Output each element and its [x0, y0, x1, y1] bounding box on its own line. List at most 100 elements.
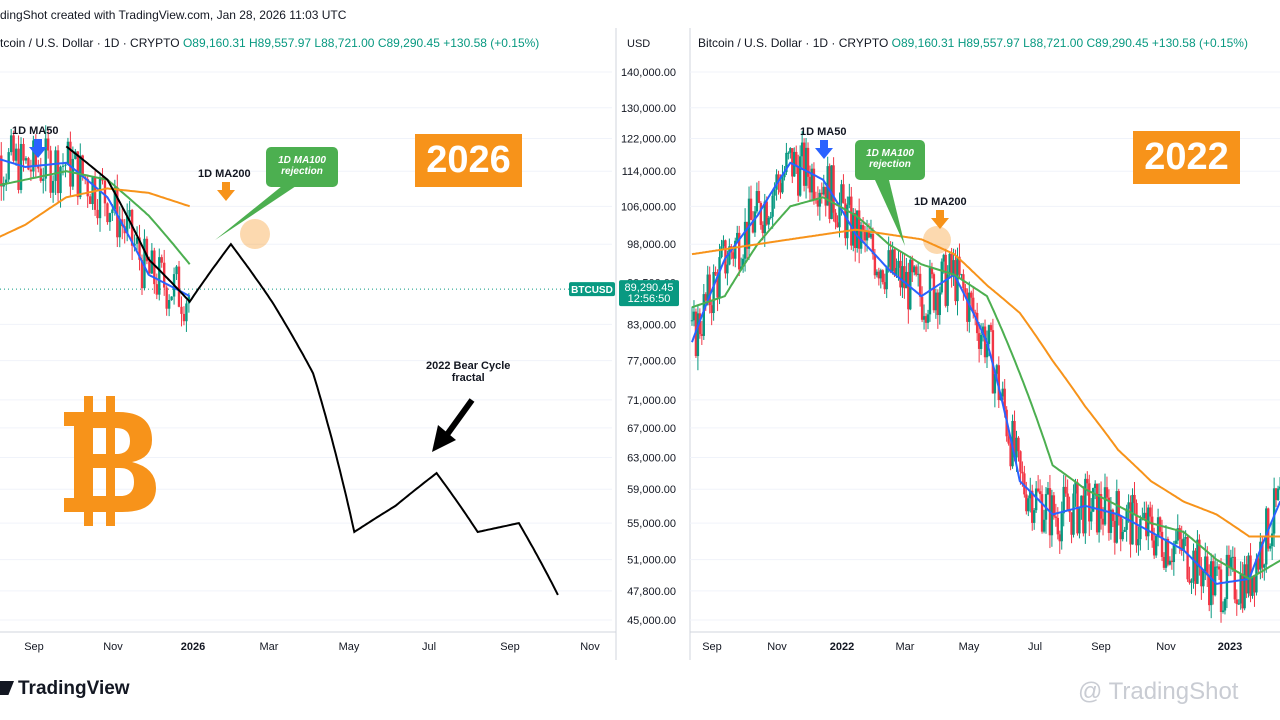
candle-body — [153, 250, 156, 285]
candle-body — [765, 201, 768, 225]
right-time-tick: May — [959, 641, 980, 653]
candle-body — [897, 260, 900, 268]
candle-body — [160, 257, 163, 263]
ticker-tag-text: BTCUSD — [571, 285, 613, 296]
candle-body — [1103, 487, 1107, 525]
candle-body — [1219, 569, 1223, 613]
candle-body — [824, 186, 827, 206]
candle-body — [738, 232, 741, 270]
time-axis: Sep Nov 2026 Mar May Jul Sep Nov Sep Nov 2022 Mar Ma… — [24, 641, 1242, 653]
candle-body — [871, 233, 875, 255]
price-tick-label: 140,000.00 — [621, 67, 676, 79]
candle-body — [1031, 490, 1034, 523]
left-high: H89,557.97 — [249, 36, 312, 50]
candle-body — [1217, 566, 1221, 570]
candle-body — [690, 320, 694, 322]
candle-body — [1001, 388, 1004, 397]
candle-body — [1074, 482, 1077, 494]
candle-body — [800, 142, 804, 157]
left-time-tick: Nov — [103, 641, 123, 653]
candle-body — [128, 209, 131, 217]
price-tick-label: 47,800.00 — [627, 586, 676, 598]
candle-body — [111, 209, 114, 214]
candle-body — [1129, 502, 1132, 545]
candle-body — [1127, 502, 1130, 509]
candle-body — [757, 191, 761, 203]
candle-body — [1186, 537, 1189, 580]
right-ma100-badge: 1D MA100 rejection — [855, 140, 925, 180]
candle-body — [1064, 486, 1067, 494]
last-price-tag-bg — [619, 280, 679, 307]
candle-body — [859, 225, 863, 249]
candle-body — [732, 252, 735, 259]
tradingshot-watermark: @ TradingShot — [1078, 678, 1239, 705]
candle-body — [936, 292, 940, 315]
candle-body — [1038, 491, 1042, 495]
candle-body — [180, 306, 183, 314]
candle-body — [808, 176, 812, 193]
candle-body — [143, 238, 146, 289]
left-ma200-label: 1D MA200 — [198, 168, 251, 180]
candle-body — [881, 270, 884, 283]
right-close: C89,290.45 — [1086, 36, 1149, 50]
candle-body — [1149, 507, 1152, 517]
candle-body — [1025, 494, 1028, 512]
candle-body — [1052, 495, 1056, 517]
candle-body — [79, 155, 82, 198]
candle-body — [865, 231, 869, 241]
left-time-tick: May — [339, 641, 360, 653]
candle-body — [1182, 538, 1185, 551]
candle-body — [1093, 483, 1097, 489]
right-symbol-bar: Bitcoin / U.S. Dollar · 1D · CRYPTO O89,… — [698, 36, 1248, 50]
price-tick-label: 122,000.00 — [621, 133, 676, 145]
candle-body — [909, 259, 912, 310]
candle-body — [1196, 539, 1199, 584]
candle-body — [1213, 566, 1217, 596]
price-tick-label: 45,000.00 — [627, 615, 676, 627]
annotations — [29, 139, 951, 526]
currency-label: USD — [627, 38, 650, 50]
candle-body — [734, 240, 737, 259]
candle-body — [1204, 556, 1207, 572]
right-symbol-name: Bitcoin / U.S. Dollar · 1D · CRYPTO — [698, 36, 889, 50]
candle-body — [926, 314, 930, 323]
candle-body — [924, 316, 928, 323]
left-change: +130.58 (+0.15%) — [443, 36, 540, 50]
candle-body — [970, 292, 973, 298]
candle-body — [791, 148, 794, 177]
candle-body — [812, 168, 816, 200]
series-line-1d-ma100 — [691, 196, 1280, 581]
candle-body — [797, 165, 800, 196]
candle-body — [1202, 571, 1205, 587]
right-time-tick: Nov — [1156, 641, 1176, 653]
bitcoin-logo-b — [64, 412, 156, 512]
candle-body — [930, 267, 934, 275]
candle-body — [1027, 498, 1030, 512]
candle-body — [751, 219, 755, 233]
candle-body — [877, 271, 881, 279]
candle-body — [940, 261, 943, 293]
fractal-label-line1: 2022 Bear Cycle — [426, 360, 511, 372]
right-ma100-badge-line2: rejection — [869, 159, 911, 170]
candle-body — [1090, 511, 1093, 522]
right-high: H89,557.97 — [957, 36, 1020, 50]
left-time-tick: Mar — [260, 641, 279, 653]
candle-body — [816, 200, 820, 207]
candle-body — [716, 274, 719, 298]
candle-body — [1107, 497, 1111, 533]
candle-body — [1247, 555, 1250, 594]
candle-body — [44, 138, 47, 179]
candle-body — [1251, 576, 1254, 596]
candle-body — [138, 237, 141, 260]
candle-body — [1034, 488, 1038, 511]
candle-body — [1060, 513, 1063, 542]
candle-body — [1263, 564, 1266, 568]
candle-body — [767, 218, 770, 225]
candle-body — [974, 312, 977, 314]
right-rejection-circle — [923, 226, 951, 254]
candle-body — [769, 216, 772, 219]
right-open: O89,160.31 — [891, 36, 955, 50]
candle-body — [889, 250, 892, 271]
candle-body — [1021, 471, 1024, 474]
